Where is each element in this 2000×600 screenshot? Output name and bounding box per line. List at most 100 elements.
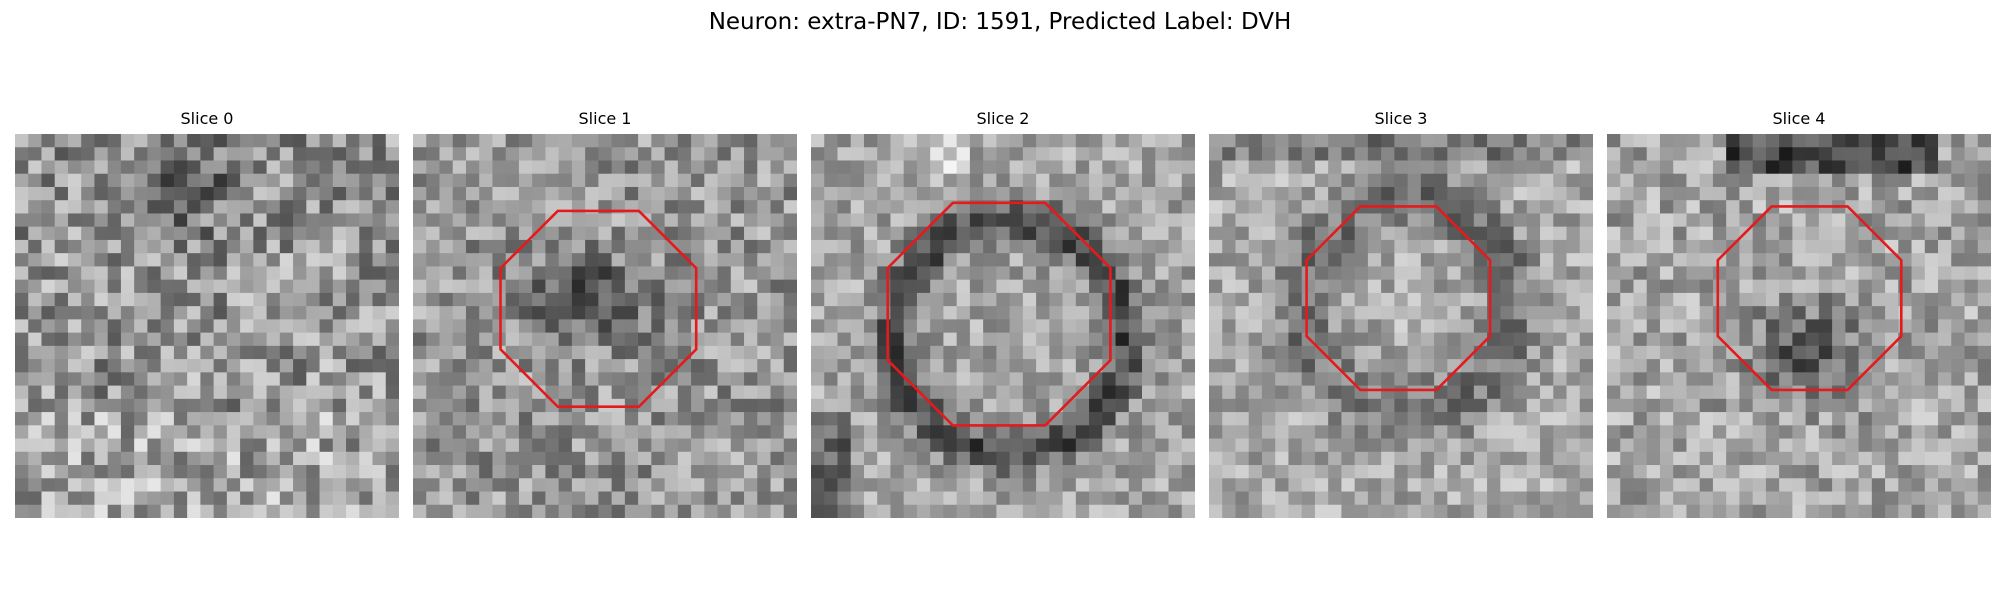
pixel-cell (1434, 425, 1448, 440)
pixel-cell (1911, 332, 1926, 347)
pixel-cell (1540, 239, 1554, 254)
pixel-cell (173, 438, 188, 453)
pixel-cell (1686, 292, 1701, 307)
pixel-cell (479, 478, 494, 493)
pixel-cell (1579, 279, 1593, 294)
pixel-cell (1871, 491, 1886, 506)
pixel-cell (1579, 173, 1593, 188)
pixel-cell (306, 319, 321, 334)
pixel-cell (1460, 385, 1475, 400)
pixel-cell (996, 226, 1011, 241)
pixel-cell (266, 478, 281, 493)
pixel-cell (1328, 478, 1343, 493)
pixel-cell (1009, 332, 1024, 347)
pixel-cell (1381, 504, 1395, 518)
pixel-cell (1381, 253, 1395, 268)
pixel-cell (1341, 213, 1356, 228)
pixel-cell (160, 200, 175, 215)
pixel-cell (1924, 332, 1939, 347)
pixel-cell (452, 319, 467, 334)
pixel-cell (120, 134, 135, 148)
pixel-cell (1447, 160, 1462, 175)
pixel-cell (120, 213, 135, 228)
pixel-cell (598, 372, 613, 387)
pixel-cell (1673, 372, 1688, 387)
pixel-cell (691, 266, 705, 281)
pixel-cell (226, 398, 241, 413)
pixel-cell (1938, 345, 1952, 360)
pixel-cell (1036, 504, 1050, 518)
pixel-cell (969, 306, 984, 320)
pixel-cell (770, 465, 785, 479)
pixel-cell (1765, 239, 1780, 254)
pixel-cell (1924, 398, 1939, 413)
pixel-cell (571, 451, 586, 466)
pixel-cell (1818, 425, 1833, 440)
pixel-cell (1607, 173, 1621, 188)
pixel-cell (1115, 134, 1130, 148)
pixel-cell (41, 345, 56, 360)
pixel-cell (1248, 451, 1263, 466)
pixel-cell (1022, 160, 1037, 175)
pixel-cell (413, 491, 427, 506)
pixel-cell (107, 292, 122, 307)
pixel-cell (704, 465, 719, 479)
pixel-cell (598, 134, 613, 148)
pixel-cell (1726, 200, 1741, 215)
pixel-cell (1036, 160, 1050, 175)
pixel-cell (359, 279, 374, 294)
pixel-cell (1845, 412, 1860, 426)
pixel-cell (465, 319, 480, 334)
pixel-cell (1911, 398, 1926, 413)
pixel-cell (717, 425, 732, 440)
pixel-cell (479, 239, 494, 254)
pixel-cell (54, 253, 69, 268)
pixel-cell (1633, 213, 1648, 228)
pixel-cell (1526, 226, 1541, 241)
pixel-cell (1911, 226, 1926, 241)
pixel-cell (1381, 173, 1395, 188)
pixel-cell (956, 465, 971, 479)
pixel-cell (1938, 398, 1952, 413)
pixel-cell (1620, 279, 1635, 294)
pixel-cell (1036, 186, 1050, 201)
pixel-cell (877, 213, 892, 228)
pixel-cell (704, 425, 719, 440)
pixel-cell (903, 200, 918, 215)
pixel-cell (1752, 147, 1767, 162)
pixel-cell (1607, 438, 1621, 453)
pixel-cell (293, 491, 307, 506)
pixel-cell (1328, 425, 1343, 440)
pixel-cell (1487, 465, 1501, 479)
pixel-cell (903, 372, 918, 387)
pixel-cell (1075, 425, 1090, 440)
pixel-cell (1938, 372, 1952, 387)
pixel-cell (1420, 332, 1435, 347)
pixel-cell (1222, 200, 1237, 215)
pixel-cell (1009, 266, 1024, 281)
pixel-cell (1765, 425, 1780, 440)
pixel-cell (1752, 292, 1767, 307)
pixel-cell (41, 319, 56, 334)
pixel-cell (479, 385, 494, 400)
pixel-cell (877, 186, 892, 201)
pixel-cell (1739, 134, 1754, 148)
pixel-cell (1579, 345, 1593, 360)
pixel-cell (651, 425, 666, 440)
pixel-cell (611, 425, 626, 440)
pixel-cell (385, 438, 399, 453)
pixel-cell (1752, 345, 1767, 360)
pixel-cell (147, 134, 162, 148)
pixel-cell (372, 134, 387, 148)
pixel-cell (850, 504, 865, 518)
pixel-cell (890, 200, 905, 215)
pixel-cell (1818, 147, 1833, 162)
pixel-cell (837, 372, 852, 387)
pixel-cell (1142, 385, 1156, 400)
pixel-cell (332, 134, 347, 148)
pixel-cell (134, 173, 149, 188)
pixel-cell (1607, 491, 1621, 506)
pixel-cell (1354, 147, 1369, 162)
pixel-cell (677, 465, 692, 479)
pixel-cell (1155, 160, 1170, 175)
